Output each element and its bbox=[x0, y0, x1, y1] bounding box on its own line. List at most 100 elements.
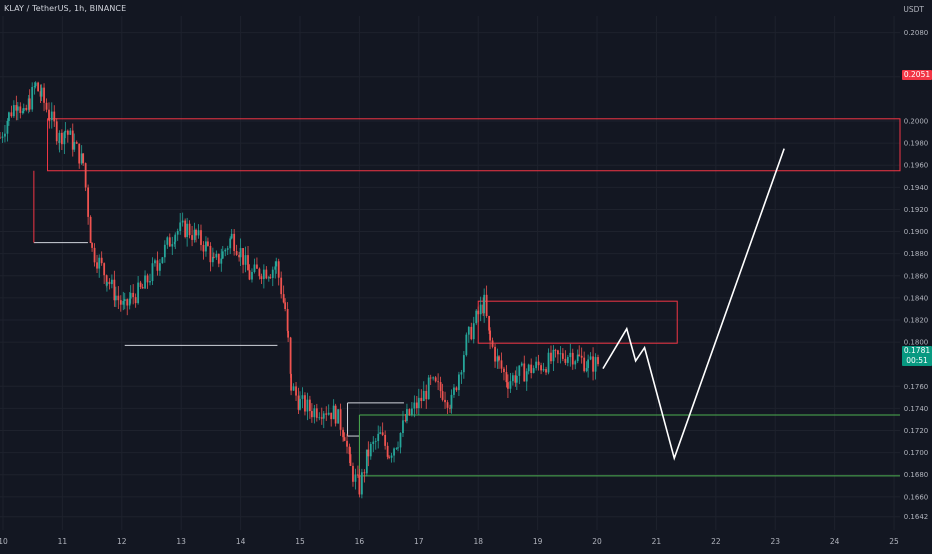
candle-body bbox=[174, 234, 177, 242]
candle-body bbox=[500, 360, 503, 369]
grid-lines bbox=[0, 16, 900, 530]
candle-body bbox=[226, 248, 229, 250]
candle-body bbox=[406, 409, 408, 421]
candle-body bbox=[597, 357, 599, 365]
candle-body bbox=[511, 375, 514, 382]
candle-body bbox=[535, 361, 538, 369]
candle-body bbox=[75, 142, 78, 144]
x-tick-label: 21 bbox=[652, 537, 662, 546]
candle-body bbox=[108, 281, 111, 285]
candle-body bbox=[472, 323, 475, 340]
candles-layer bbox=[0, 81, 599, 499]
y-tick-label: 0.1660 bbox=[904, 493, 929, 501]
candle-body bbox=[55, 121, 58, 142]
candle-body bbox=[39, 91, 42, 97]
y-tick-label: 0.1920 bbox=[904, 206, 929, 214]
candle-body bbox=[82, 153, 85, 164]
candle-body bbox=[60, 132, 63, 145]
candle-body bbox=[113, 279, 116, 301]
y-tick-label: 0.1820 bbox=[904, 316, 929, 324]
candle-body bbox=[282, 294, 285, 303]
candle-body bbox=[69, 130, 72, 135]
candle-body bbox=[233, 233, 236, 252]
candle-body bbox=[489, 330, 491, 341]
candle-body bbox=[193, 229, 196, 240]
candle-body bbox=[27, 98, 30, 110]
candle-body bbox=[295, 386, 297, 396]
candle-body bbox=[45, 102, 48, 110]
candle-body bbox=[1, 136, 4, 138]
candle-body bbox=[239, 248, 242, 258]
x-tick-label: 20 bbox=[592, 537, 602, 546]
candle-body bbox=[408, 409, 411, 415]
candle-body bbox=[523, 363, 526, 382]
candle-body bbox=[265, 269, 268, 279]
symbol-title: KLAY / TetherUS, 1h, BINANCE bbox=[4, 4, 127, 13]
candle-body bbox=[357, 474, 359, 476]
candle-body bbox=[289, 337, 292, 374]
y-tick-label: 0.1720 bbox=[904, 427, 929, 435]
candle-body bbox=[48, 119, 51, 121]
candle-body bbox=[315, 408, 318, 418]
candle-body bbox=[527, 364, 530, 372]
candle-body bbox=[260, 276, 263, 280]
y-tick-label: 0.1860 bbox=[904, 272, 929, 280]
candle-body bbox=[171, 244, 174, 247]
candle-body bbox=[277, 261, 280, 278]
candle-body bbox=[235, 251, 238, 255]
candle-body bbox=[491, 340, 494, 347]
candle-body bbox=[96, 262, 98, 269]
candle-body bbox=[494, 346, 496, 362]
x-tick-label: 22 bbox=[711, 537, 721, 546]
candle-body bbox=[402, 420, 404, 434]
candle-body bbox=[485, 294, 488, 316]
candle-body bbox=[215, 253, 218, 258]
candle-body bbox=[253, 264, 256, 273]
candle-body bbox=[453, 387, 455, 395]
high-price-value: 0.2051 bbox=[903, 70, 931, 79]
candle-body bbox=[159, 263, 161, 271]
candle-body bbox=[161, 257, 164, 264]
y-axis[interactable]: 0.20800.20400.20000.19800.19600.19400.19… bbox=[904, 29, 929, 521]
candle-body bbox=[105, 275, 108, 286]
candle-body bbox=[432, 377, 435, 379]
x-axis[interactable]: 10 11 12 13 14 15 16 17 18 19 20 21 22 23 24 25 bbox=[0, 537, 899, 546]
candle-body bbox=[441, 391, 444, 400]
candle-body bbox=[503, 368, 505, 373]
x-tick-label: 14 bbox=[236, 537, 246, 546]
candle-body bbox=[358, 475, 361, 495]
candle-body bbox=[377, 433, 380, 442]
candle-body bbox=[470, 326, 473, 340]
y-tick-label: 0.1642 bbox=[904, 513, 929, 521]
candle-body bbox=[221, 251, 224, 259]
candle-body bbox=[422, 390, 425, 402]
candle-body bbox=[106, 281, 108, 286]
candle-body bbox=[80, 153, 83, 164]
candle-body bbox=[4, 133, 6, 137]
candle-body bbox=[191, 235, 193, 240]
candle-body bbox=[43, 87, 45, 103]
candle-body bbox=[580, 355, 583, 358]
candle-body bbox=[197, 230, 200, 236]
candle-body bbox=[22, 108, 25, 112]
candle-body bbox=[129, 292, 132, 299]
y-tick-label: 0.1760 bbox=[904, 383, 929, 391]
candle-body bbox=[564, 358, 567, 363]
candle-body bbox=[386, 445, 389, 457]
candle-body bbox=[488, 315, 491, 331]
candle-countdown: 00:51 bbox=[906, 356, 928, 365]
candle-body bbox=[64, 130, 67, 133]
candle-body bbox=[399, 433, 402, 448]
candle-body bbox=[274, 266, 277, 270]
candle-body bbox=[589, 356, 592, 360]
candle-body bbox=[561, 353, 564, 359]
candle-body bbox=[525, 371, 528, 382]
candle-body bbox=[66, 130, 69, 135]
level-zones bbox=[33, 118, 901, 477]
x-tick-label: 24 bbox=[830, 537, 840, 546]
candle-body bbox=[297, 395, 300, 410]
candle-body bbox=[393, 448, 395, 456]
candle-body bbox=[415, 402, 418, 409]
